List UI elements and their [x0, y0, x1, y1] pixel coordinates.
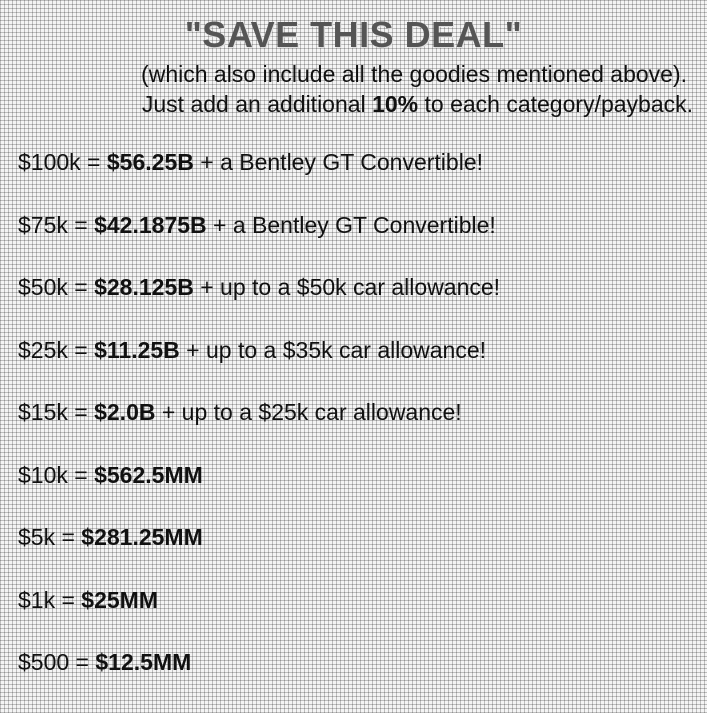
deal-row-500: $500 = $12.5MM	[18, 650, 500, 674]
deal-extra: + up to a $50k car allowance!	[193, 274, 501, 300]
deal-payback: $25MM	[81, 586, 158, 613]
deal-payback: $28.125B	[94, 274, 194, 300]
deal-row-75k: $75k = $42.1875B + a Bentley GT Converti…	[18, 213, 500, 237]
deal-amount: $75k =	[18, 211, 95, 238]
subtitle-text-after: to each category/payback.	[418, 91, 693, 117]
deal-extra: + up to a $35k car allowance!	[179, 336, 487, 363]
deal-payback: $11.25B	[94, 336, 180, 363]
deal-row-50k: $50k = $28.125B + up to a $50k car allow…	[18, 275, 500, 299]
deal-payback: $12.5MM	[95, 649, 192, 675]
subtitle-line-1: (which also include all the goodies ment…	[141, 61, 687, 87]
deal-amount: $500 =	[18, 649, 96, 675]
deal-amount: $100k =	[18, 149, 107, 175]
subtitle-text-before: Just add an additional	[141, 91, 373, 117]
deal-extra: + up to a $25k car allowance!	[155, 399, 462, 425]
subtitle-line-2: Just add an additional 10% to each categ…	[142, 91, 693, 118]
deal-payback: $42.1875B	[94, 211, 207, 238]
deal-row-10k: $10k = $562.5MM	[18, 463, 500, 487]
deal-row-1k: $1k = $25MM	[18, 588, 500, 612]
subtitle-emphasis: 10%	[372, 91, 419, 117]
deal-list: $100k = $56.25B + a Bentley GT Convertib…	[18, 150, 500, 713]
deal-extra: + a Bentley GT Convertible!	[193, 149, 483, 175]
deal-amount: $10k =	[18, 461, 95, 488]
deal-amount: $25k =	[18, 336, 95, 363]
deal-amount: $5k =	[18, 524, 82, 550]
deal-payback: $281.25MM	[81, 524, 203, 550]
deal-row-100k: $100k = $56.25B + a Bentley GT Convertib…	[18, 150, 500, 174]
deal-extra: + a Bentley GT Convertible!	[206, 211, 496, 238]
deal-amount: $50k =	[18, 274, 95, 300]
page-title: "SAVE THIS DEAL"	[184, 14, 523, 55]
deal-payback: $56.25B	[106, 149, 194, 175]
deal-amount: $15k =	[18, 399, 95, 425]
deal-row-5k: $5k = $281.25MM	[18, 525, 500, 549]
deal-row-15k: $15k = $2.0B + up to a $25k car allowanc…	[18, 400, 500, 424]
deal-amount: $1k =	[18, 586, 82, 613]
deal-row-25k: $25k = $11.25B + up to a $35k car allowa…	[18, 338, 500, 362]
deal-payback: $562.5MM	[94, 461, 203, 488]
deal-payback: $2.0B	[94, 399, 156, 425]
